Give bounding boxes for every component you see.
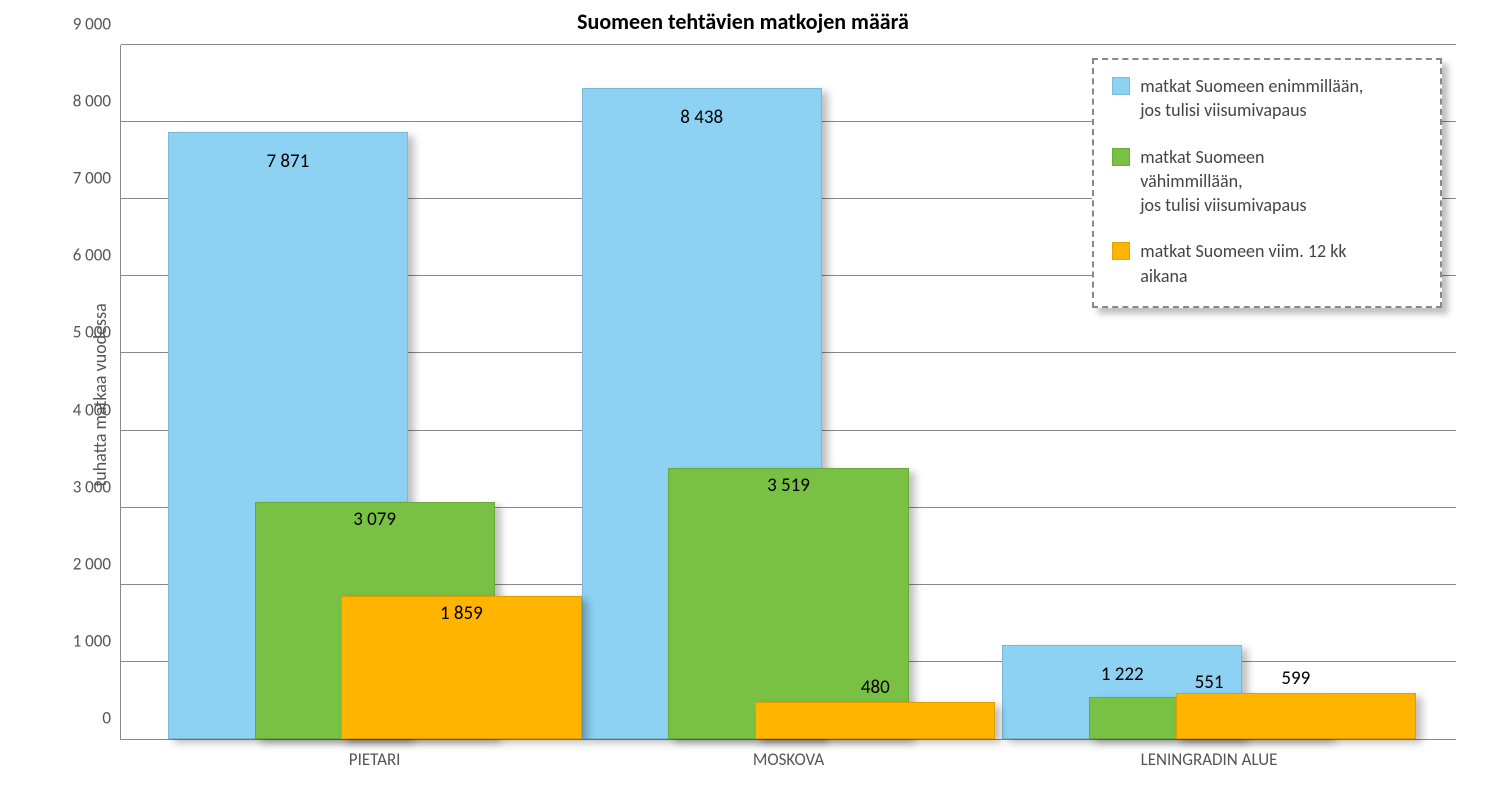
y-tick-label: 9 000 xyxy=(41,14,111,35)
x-tick-label: MOSKOVA xyxy=(753,749,824,770)
y-tick-label: 6 000 xyxy=(41,245,111,266)
chart-title: Suomeen tehtävien matkojen määrä xyxy=(0,8,1486,35)
x-tick-label: LENINGRADIN ALUE xyxy=(1141,749,1278,770)
y-tick-label: 8 000 xyxy=(41,91,111,112)
legend-label: matkat Suomeen enimmillään, jos tulisi v… xyxy=(1140,74,1363,123)
legend-swatch xyxy=(1112,77,1130,95)
y-tick-label: 5 000 xyxy=(41,322,111,343)
x-tick-label: PIETARI xyxy=(349,749,401,770)
legend-item: matkat Suomeen viim. 12 kk aikana xyxy=(1112,239,1422,288)
y-tick-label: 2 000 xyxy=(41,553,111,574)
y-tick-label: 0 xyxy=(41,708,111,729)
legend-swatch xyxy=(1112,242,1130,260)
bar-value-label: 1 859 xyxy=(341,602,581,625)
gridline xyxy=(121,44,1456,45)
bar-value-label: 480 xyxy=(755,676,995,699)
bar-fill xyxy=(1176,693,1416,739)
bar: 480 xyxy=(755,702,995,739)
bar-value-label: 3 519 xyxy=(668,474,908,497)
legend: matkat Suomeen enimmillään, jos tulisi v… xyxy=(1092,58,1442,308)
bar-value-label: 599 xyxy=(1176,667,1416,690)
y-tick-label: 7 000 xyxy=(41,168,111,189)
bar: 1 859 xyxy=(341,596,581,739)
y-tick-label: 1 000 xyxy=(41,630,111,651)
bar-fill xyxy=(755,702,995,739)
chart-container: Suomeen tehtävien matkojen määrä tuhatta… xyxy=(0,0,1486,790)
legend-label: matkat Suomeen viim. 12 kk aikana xyxy=(1140,239,1346,288)
legend-swatch xyxy=(1112,148,1130,166)
bar-value-label: 3 079 xyxy=(255,508,495,531)
legend-item: matkat Suomeen vähimmillään, jos tulisi … xyxy=(1112,145,1422,218)
y-tick-label: 3 000 xyxy=(41,476,111,497)
bar-value-label: 8 438 xyxy=(582,106,822,129)
bar: 599 xyxy=(1176,693,1416,739)
legend-item: matkat Suomeen enimmillään, jos tulisi v… xyxy=(1112,74,1422,123)
y-tick-label: 4 000 xyxy=(41,399,111,420)
legend-label: matkat Suomeen vähimmillään, jos tulisi … xyxy=(1140,145,1306,218)
bar-value-label: 7 871 xyxy=(168,150,408,173)
